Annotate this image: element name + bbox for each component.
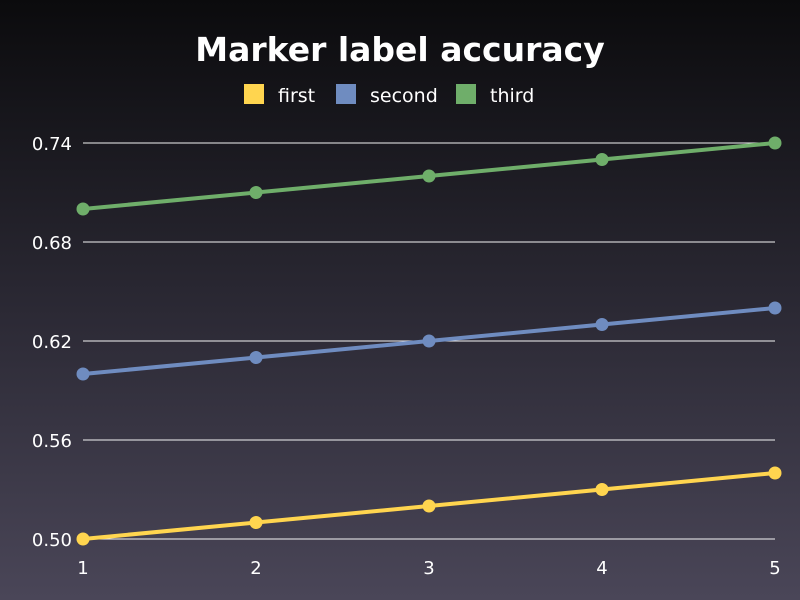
data-point-third bbox=[768, 136, 782, 150]
x-tick-label: 3 bbox=[423, 558, 434, 579]
data-point-first bbox=[249, 516, 263, 529]
legend-label-first: first bbox=[278, 85, 315, 107]
chart-title: Marker label accuracy bbox=[195, 30, 604, 69]
y-axis-labels: 0.50 0.56 0.62 0.68 0.74 bbox=[32, 134, 72, 551]
legend-swatch-third bbox=[456, 84, 476, 104]
y-tick-label: 0.62 bbox=[32, 332, 72, 353]
series-second bbox=[76, 301, 782, 381]
x-tick-label: 4 bbox=[596, 558, 607, 579]
data-point-first bbox=[595, 483, 609, 496]
series-third bbox=[76, 136, 782, 216]
legend-swatch-first bbox=[244, 84, 264, 104]
legend: first second third bbox=[244, 84, 534, 107]
legend-swatch-second bbox=[336, 84, 356, 104]
data-point-first bbox=[422, 499, 436, 513]
data-point-second bbox=[595, 318, 609, 331]
data-point-second bbox=[76, 367, 90, 381]
x-tick-label: 5 bbox=[769, 558, 780, 579]
data-point-second bbox=[249, 351, 263, 364]
data-point-third bbox=[76, 202, 90, 216]
legend-label-third: third bbox=[490, 85, 534, 107]
x-tick-label: 1 bbox=[77, 558, 88, 579]
data-point-third bbox=[595, 153, 609, 166]
y-tick-label: 0.50 bbox=[32, 530, 72, 551]
data-point-third bbox=[249, 186, 263, 199]
y-tick-label: 0.74 bbox=[32, 134, 72, 155]
y-tick-label: 0.68 bbox=[32, 233, 72, 254]
y-tick-label: 0.56 bbox=[32, 431, 72, 452]
series-layer bbox=[76, 136, 782, 546]
x-axis-labels: 1 2 3 4 5 bbox=[77, 558, 780, 579]
data-point-third bbox=[422, 169, 436, 183]
data-point-first bbox=[76, 532, 90, 546]
data-point-first bbox=[768, 466, 782, 480]
series-first bbox=[76, 466, 782, 546]
data-point-second bbox=[768, 301, 782, 315]
legend-label-second: second bbox=[370, 85, 438, 107]
data-point-second bbox=[422, 334, 436, 348]
x-tick-label: 2 bbox=[250, 558, 261, 579]
